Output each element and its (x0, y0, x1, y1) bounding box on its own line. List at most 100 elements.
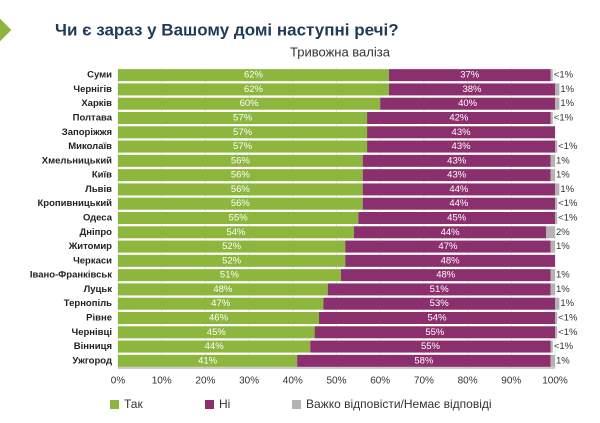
y-tick-label: Кропивницький (37, 198, 112, 209)
y-tick-label: Тернопіль (64, 298, 112, 309)
bar-segment (118, 97, 381, 110)
bar-segment (118, 269, 341, 282)
y-tick-label: Вінниця (74, 341, 112, 352)
value-label: 1% (560, 84, 574, 95)
bar-segment (297, 354, 551, 367)
y-tick-label: Київ (92, 170, 112, 181)
bar-segment (118, 240, 346, 253)
value-label: 55% (421, 341, 441, 352)
value-label: 57% (233, 113, 253, 124)
value-label: 1% (560, 184, 574, 195)
value-label: 55% (425, 327, 445, 338)
bar-segment (118, 126, 368, 139)
bar-segment (555, 83, 560, 96)
value-label: 45% (207, 327, 227, 338)
bar-segment (340, 269, 551, 282)
bar-segment (118, 154, 363, 167)
y-tick-label: Луцьк (84, 284, 113, 295)
value-label: 52% (222, 241, 242, 252)
value-label: 55% (229, 213, 249, 224)
y-tick-label: Дніпро (80, 227, 113, 238)
x-tick-label: 0% (111, 376, 126, 387)
bar-segment (353, 226, 547, 239)
y-tick-label: Чернівці (72, 327, 112, 338)
value-label: 1% (556, 170, 570, 181)
bar-segment (550, 269, 555, 282)
value-label: 40% (458, 98, 478, 109)
bar-segment (555, 97, 560, 110)
bar-segment (118, 312, 320, 324)
value-label: <1% (554, 341, 574, 352)
value-label: 38% (462, 84, 482, 95)
bar-segment (362, 154, 551, 167)
value-label: 1% (556, 270, 570, 281)
value-label: 51% (220, 270, 240, 281)
bar-segment (550, 354, 555, 367)
value-label: <1% (558, 327, 578, 338)
value-label: 1% (560, 98, 574, 109)
bar-segment (362, 183, 555, 196)
value-label: 44% (441, 227, 461, 238)
y-tick-label: Житомир (68, 241, 112, 252)
y-tick-label: Суми (87, 70, 112, 81)
y-tick-label: Ужгород (72, 355, 112, 366)
y-tick-label: Черкаси (73, 255, 112, 266)
value-label: 46% (209, 313, 229, 324)
value-label: 1% (556, 355, 570, 366)
bar-segment (362, 197, 555, 210)
x-tick-label: 10% (152, 376, 172, 387)
bar-segment (555, 297, 560, 310)
legend-swatch (205, 400, 214, 409)
value-label: 54% (428, 313, 448, 324)
bar-segment (323, 297, 555, 310)
value-label: 37% (460, 70, 480, 81)
value-label: 48% (441, 255, 461, 266)
value-label: 43% (447, 170, 467, 181)
bar-segment (319, 312, 555, 324)
bar-segment (118, 183, 363, 196)
legend-label: Так (124, 397, 143, 411)
x-tick-label: 80% (458, 376, 478, 387)
value-label: 47% (438, 241, 458, 252)
y-tick-label: Миколаїв (68, 141, 112, 152)
x-tick-label: 20% (195, 376, 215, 387)
bar-segment (555, 212, 558, 224)
bar-segment (388, 83, 555, 96)
legend-swatch (110, 400, 119, 409)
value-label: 2% (556, 227, 570, 238)
bar-segment (118, 169, 363, 182)
bar-segment (367, 112, 551, 124)
x-tick-label: 100% (542, 376, 568, 387)
bar-segment (555, 312, 558, 324)
x-tick-label: 50% (326, 376, 346, 387)
bar-segment (118, 112, 368, 124)
value-label: 48% (213, 284, 233, 295)
bar-segment (550, 154, 555, 167)
value-label: 47% (211, 298, 231, 309)
bar-segment (345, 240, 551, 253)
x-tick-label: 70% (414, 376, 434, 387)
bar-segment (367, 126, 555, 139)
bar-segment (358, 212, 555, 224)
value-label: 48% (436, 270, 456, 281)
bar-segment (555, 183, 560, 196)
bar-segment (118, 354, 298, 367)
value-label: <1% (558, 198, 578, 209)
bar-segment (362, 169, 551, 182)
value-label: 1% (556, 241, 570, 252)
bar-segment (546, 226, 555, 239)
value-label: 56% (231, 170, 251, 181)
value-label: 1% (560, 298, 574, 309)
value-label: 62% (244, 70, 264, 81)
bar-segment (314, 326, 555, 339)
x-tick-label: 60% (370, 376, 390, 387)
value-label: 44% (449, 198, 469, 209)
y-tick-label: Запоріжжя (62, 127, 112, 138)
bar-segment (118, 283, 328, 296)
value-label: <1% (558, 313, 578, 324)
value-label: 60% (240, 98, 260, 109)
x-tick-label: 40% (283, 376, 303, 387)
chart-subtitle: Тривожна валіза (290, 44, 391, 59)
bar-segment (118, 297, 324, 310)
